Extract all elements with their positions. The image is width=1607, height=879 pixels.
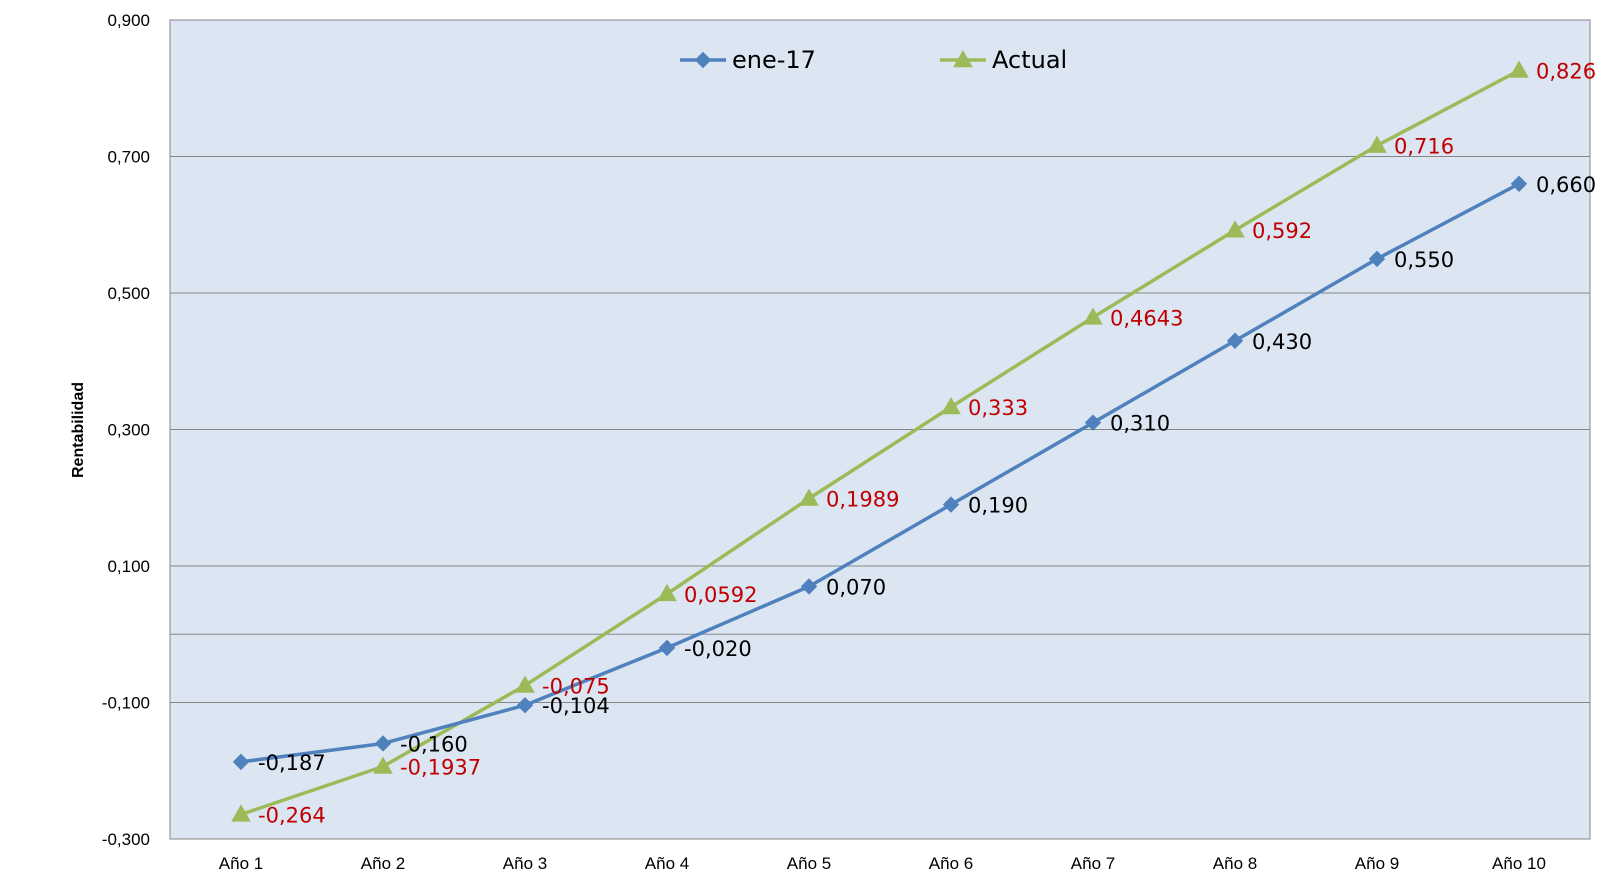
x-tick-label: Año 9 (1355, 854, 1399, 873)
data-point (231, 804, 251, 822)
data-point (1509, 60, 1529, 78)
y-axis-ticks: -0,300 -0,100 0,100 0,300 0,500 0,700 0,900 (102, 11, 150, 849)
data-point (1510, 175, 1528, 193)
data-point (800, 578, 818, 595)
data-label: 0,550 (1394, 248, 1454, 272)
x-tick-label: Año 10 (1492, 854, 1546, 873)
data-point (373, 756, 393, 774)
data-point (1368, 250, 1386, 268)
data-point (658, 639, 676, 657)
x-tick-label: Año 5 (787, 854, 831, 873)
data-point (1367, 135, 1387, 153)
data-point (941, 396, 961, 415)
x-axis-ticks: Año 1 Año 2 Año 3 Año 4 Año 5 Año 6 Año 7 Año 8… (219, 854, 1546, 873)
legend-marker (953, 49, 973, 68)
series-line (240, 182, 1520, 764)
data-label: -0,020 (684, 637, 752, 661)
y-tick-label: 0,700 (107, 148, 150, 167)
data-label: -0,264 (258, 803, 326, 827)
data-point (1225, 220, 1245, 238)
data-label: -0,104 (542, 694, 610, 718)
legend-item: Actual (940, 46, 1067, 74)
legend-label: ene-17 (732, 46, 816, 74)
x-tick-label: Año 6 (929, 854, 973, 873)
series-layer: -0,264 -0,1937 -0,075 0,0592 0,1989 0,333 0,46… (231, 60, 1596, 827)
data-label: -0,187 (258, 751, 326, 775)
x-tick-label: Año 1 (219, 854, 263, 873)
data-point (942, 496, 960, 513)
data-label: 0,592 (1252, 219, 1312, 243)
data-label: -0,160 (400, 732, 468, 756)
y-tick-label: 0,900 (107, 11, 150, 30)
data-label: 0,333 (968, 396, 1028, 420)
y-axis-label: Rentabilidad (70, 382, 87, 478)
series-markers-ene-17: -0,187 -0,160 -0,104 -0,020 0,070 0,190 0,310 0… (232, 173, 1596, 775)
legend-label: Actual (992, 46, 1067, 74)
y-tick-label: 0,300 (107, 421, 150, 440)
data-label: 0,0592 (684, 583, 757, 607)
data-label: 0,660 (1536, 173, 1596, 197)
data-label: -0,1937 (400, 755, 481, 779)
y-tick-label: 0,500 (107, 284, 150, 303)
data-label: 0,826 (1536, 60, 1596, 84)
data-label: 0,716 (1394, 135, 1454, 159)
y-tick-label: -0,300 (102, 830, 150, 849)
data-point (657, 583, 677, 602)
gridlines (170, 19, 1590, 840)
x-tick-label: Año 3 (503, 854, 547, 873)
data-point (516, 697, 534, 714)
data-point (1083, 307, 1103, 325)
data-point (799, 488, 819, 506)
legend-marker (694, 51, 712, 69)
series-ene-17 (240, 182, 1520, 764)
data-point (1084, 414, 1102, 431)
data-label: 0,1989 (826, 488, 899, 512)
data-label: 0,430 (1252, 330, 1312, 354)
legend-item: ene-17 (680, 46, 816, 74)
data-label: 0,190 (968, 494, 1028, 518)
data-point (374, 735, 392, 752)
data-point (1226, 332, 1244, 349)
x-tick-label: Año 7 (1071, 854, 1115, 873)
y-tick-label: 0,100 (107, 557, 150, 576)
data-point (515, 675, 535, 693)
x-tick-label: Año 8 (1213, 854, 1257, 873)
series-markers-actual: -0,264 -0,1937 -0,075 0,0592 0,1989 0,333 0,46… (231, 60, 1596, 827)
x-tick-label: Año 2 (361, 854, 405, 873)
data-label: 0,4643 (1110, 306, 1183, 330)
data-label: 0,310 (1110, 412, 1170, 436)
y-tick-label: -0,100 (102, 694, 150, 713)
legend: ene-17 Actual (680, 46, 1067, 74)
data-label: -0,075 (542, 674, 610, 698)
x-tick-label: Año 4 (645, 854, 689, 873)
data-label: 0,070 (826, 575, 886, 599)
data-point (232, 753, 250, 771)
